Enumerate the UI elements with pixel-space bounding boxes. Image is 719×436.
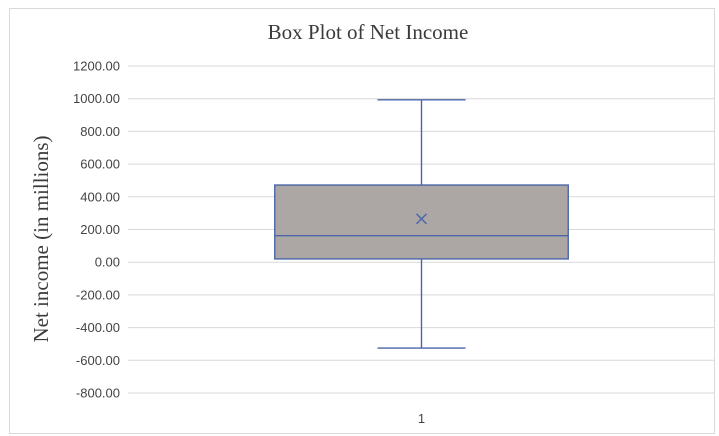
y-tick-label: 600.00 <box>80 157 120 172</box>
x-tick-label: 1 <box>418 411 425 426</box>
chart-title: Box Plot of Net Income <box>268 20 469 44</box>
box-plot-svg: Box Plot of Net Income Net income (in mi… <box>29 20 715 426</box>
y-axis-label: Net income (in millions) <box>29 135 53 342</box>
y-tick-label: 1200.00 <box>73 59 120 74</box>
y-tick-label: 800.00 <box>80 124 120 139</box>
y-tick-label: -400.00 <box>76 320 120 335</box>
y-tick-label: -200.00 <box>76 287 120 302</box>
chart-frame: Box Plot of Net Income Net income (in mi… <box>9 8 715 434</box>
y-tick-labels: 1200.00 1000.00 800.00 600.00 400.00 200.00 0.… <box>73 59 120 401</box>
y-tick-label: -600.00 <box>76 353 120 368</box>
iqr-box <box>274 184 569 260</box>
y-tick-label: 0.00 <box>95 255 120 270</box>
mean-marker <box>416 213 427 225</box>
box-layer <box>274 99 569 349</box>
y-tick-label: 400.00 <box>80 189 120 204</box>
y-tick-label: 1000.00 <box>73 91 120 106</box>
y-tick-label: 200.00 <box>80 222 120 237</box>
x-tick-labels: 1 <box>418 411 425 426</box>
y-tick-label: -800.00 <box>76 386 120 401</box>
